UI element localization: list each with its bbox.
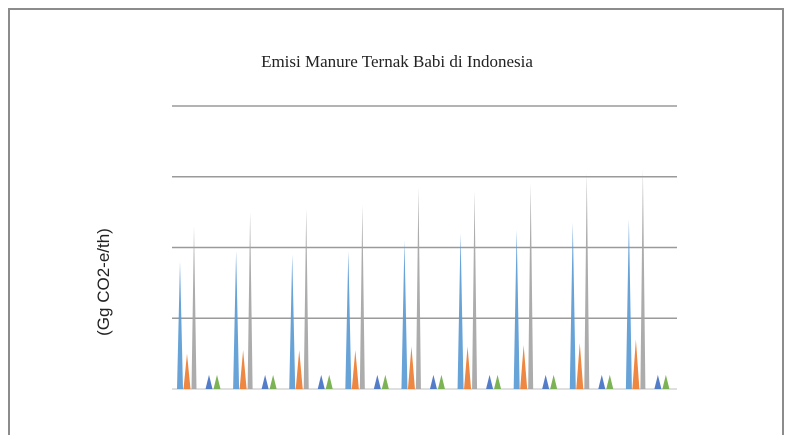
spike-group-7-series-4 <box>542 374 550 389</box>
spike-group-4-series-1 <box>345 251 352 389</box>
spike-group-1-series-1 <box>177 261 183 389</box>
spike-group-3-series-5 <box>325 374 333 389</box>
spike-group-6-series-5 <box>494 374 502 389</box>
spike-group-1-series-5 <box>213 374 221 389</box>
spike-group-4-series-3 <box>359 205 365 389</box>
spike-group-2-series-2 <box>239 350 247 389</box>
spike-group-6-series-4 <box>486 374 494 389</box>
spike-group-8-series-2 <box>576 343 584 389</box>
spike-group-1-series-3 <box>191 226 197 389</box>
spike-group-6-series-3 <box>472 190 478 389</box>
spike-group-7-series-1 <box>513 229 520 389</box>
spike-group-5-series-1 <box>401 240 408 389</box>
spike-group-9-series-5 <box>662 374 670 389</box>
spike-group-9-series-2 <box>632 339 640 389</box>
spike-group-1-series-2 <box>183 353 191 389</box>
spike-group-8-series-1 <box>569 222 576 389</box>
spike-group-3-series-2 <box>295 350 303 389</box>
spike-group-2-series-1 <box>233 251 240 389</box>
spike-group-9-series-4 <box>654 374 662 389</box>
spike-group-9-series-1 <box>625 219 632 389</box>
spike-group-6-series-2 <box>464 346 472 389</box>
spike-group-3-series-4 <box>317 374 325 389</box>
spike-group-8-series-3 <box>584 173 590 389</box>
spike-group-2-series-5 <box>269 374 277 389</box>
spike-group-2-series-3 <box>247 212 253 389</box>
chart-frame <box>8 8 784 435</box>
spike-group-5-series-2 <box>407 346 415 389</box>
spike-group-4-series-2 <box>351 350 359 389</box>
spike-group-7-series-2 <box>520 345 528 389</box>
chart-marks <box>177 169 670 389</box>
spike-group-4-series-5 <box>381 374 389 389</box>
spike-group-5-series-4 <box>429 374 437 389</box>
spike-group-9-series-3 <box>640 169 646 389</box>
spike-group-6-series-1 <box>457 233 464 389</box>
spike-group-4-series-4 <box>373 374 381 389</box>
chart-title: Emisi Manure Ternak Babi di Indonesia <box>261 52 533 71</box>
spike-group-1-series-4 <box>205 374 213 389</box>
spike-group-5-series-5 <box>437 374 445 389</box>
spike-group-2-series-4 <box>261 374 269 389</box>
spike-group-3-series-3 <box>303 208 309 389</box>
spike-group-8-series-4 <box>598 374 606 389</box>
spike-group-7-series-3 <box>528 183 534 389</box>
gridlines <box>172 105 677 390</box>
spike-group-8-series-5 <box>606 374 614 389</box>
spike-group-7-series-5 <box>550 374 558 389</box>
spike-group-3-series-1 <box>289 254 296 389</box>
spike-group-5-series-3 <box>415 187 421 389</box>
